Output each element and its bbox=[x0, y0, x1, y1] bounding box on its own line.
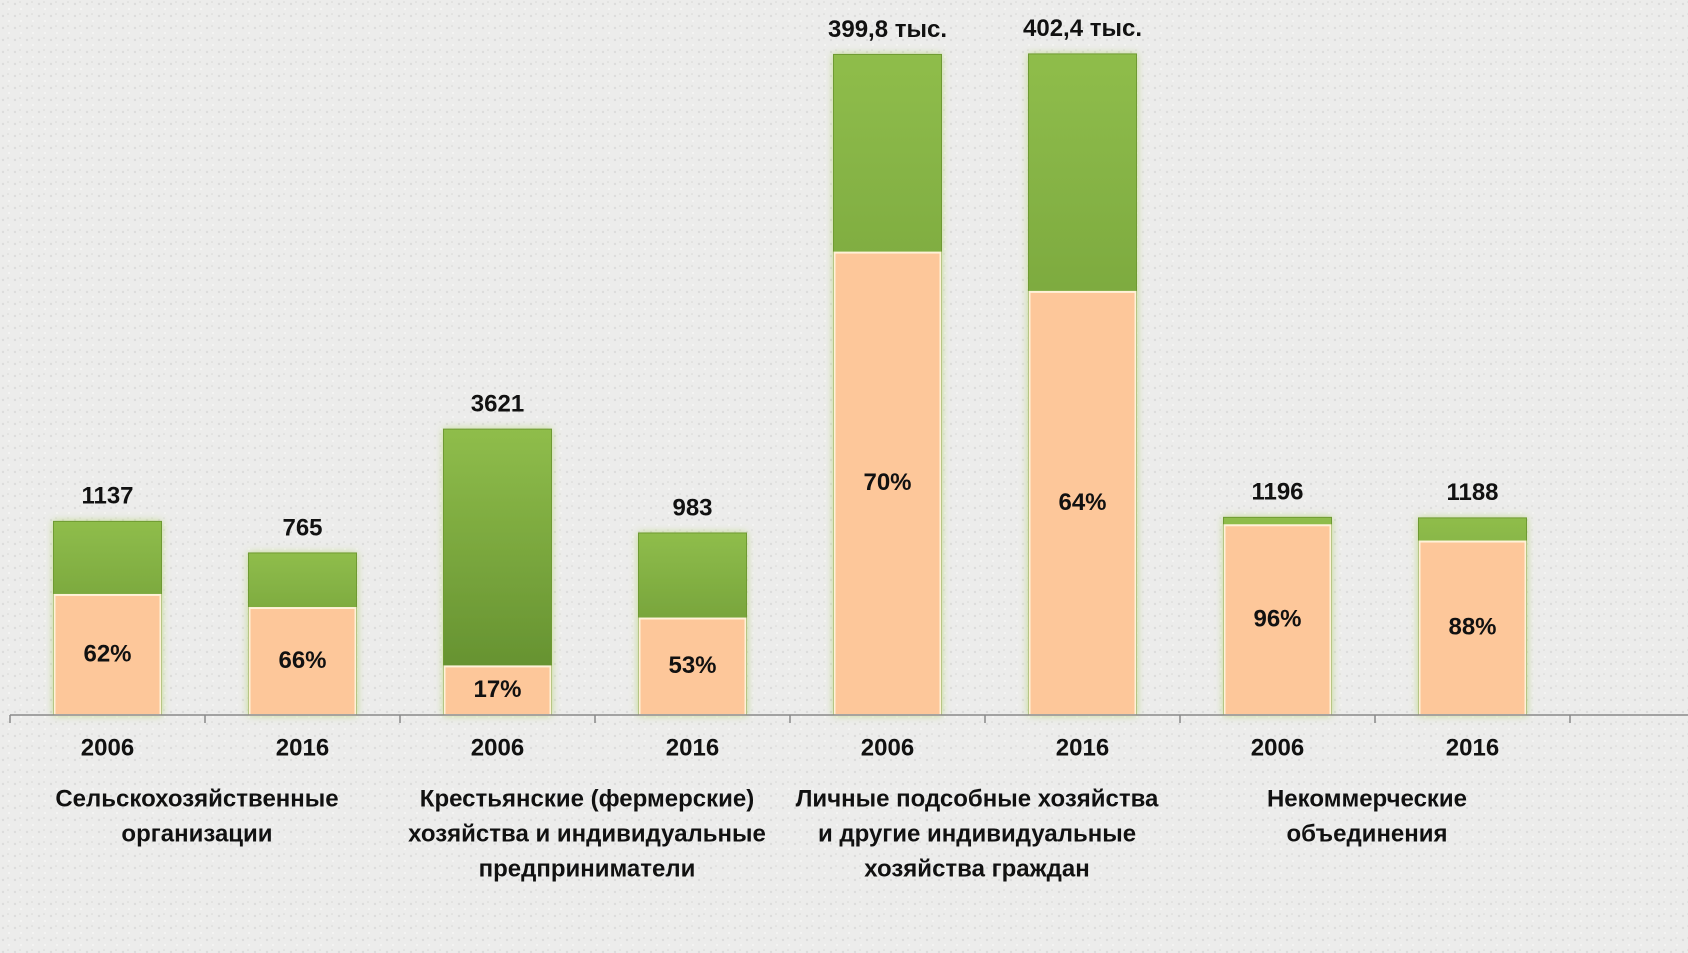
share-label: 17% bbox=[473, 676, 521, 703]
group-label: и другие индивидуальные bbox=[818, 820, 1136, 847]
group-label: Крестьянские (фермерские) bbox=[420, 785, 754, 812]
bar-share bbox=[1418, 540, 1527, 717]
share-label: 66% bbox=[278, 647, 326, 674]
group-label: хозяйства и индивидуальные bbox=[408, 820, 766, 847]
bar-share bbox=[1028, 290, 1137, 716]
total-label: 402,4 тыс. bbox=[1023, 15, 1142, 42]
group-label: предприниматели bbox=[479, 855, 696, 882]
share-label: 64% bbox=[1058, 489, 1106, 516]
bar-share bbox=[53, 593, 162, 716]
group-label: организации bbox=[121, 820, 272, 847]
x-tick-label: 2016 bbox=[666, 734, 719, 761]
total-label: 3621 bbox=[471, 390, 524, 417]
group-label: Личные подсобные хозяйства bbox=[796, 785, 1159, 812]
bar-share bbox=[638, 617, 747, 716]
group-label: хозяйства граждан bbox=[864, 855, 1089, 882]
share-label: 88% bbox=[1448, 614, 1496, 641]
share-label: 70% bbox=[863, 469, 911, 496]
total-label: 765 bbox=[282, 514, 322, 541]
group-label: Некоммерческие bbox=[1267, 785, 1467, 812]
share-label: 53% bbox=[668, 652, 716, 679]
bar-share bbox=[1223, 524, 1332, 717]
share-label: 62% bbox=[83, 640, 131, 667]
group-label: объединения bbox=[1286, 820, 1447, 847]
total-label: 1188 bbox=[1446, 479, 1498, 506]
total-label: 1196 bbox=[1251, 479, 1303, 506]
total-label: 983 bbox=[672, 494, 712, 521]
total-label: 1137 bbox=[81, 483, 133, 510]
x-tick-label: 2006 bbox=[81, 734, 134, 761]
x-tick-label: 2016 bbox=[276, 734, 329, 761]
x-tick-label: 2006 bbox=[861, 734, 914, 761]
x-tick-label: 2006 bbox=[471, 734, 524, 761]
total-label: 399,8 тыс. bbox=[828, 16, 947, 43]
bar-share bbox=[833, 251, 942, 716]
x-tick-label: 2016 bbox=[1446, 734, 1499, 761]
x-tick-label: 2006 bbox=[1251, 734, 1304, 761]
x-tick-label: 2016 bbox=[1056, 734, 1109, 761]
share-label: 96% bbox=[1253, 605, 1301, 632]
group-label: Сельскохозяйственные bbox=[55, 785, 338, 812]
